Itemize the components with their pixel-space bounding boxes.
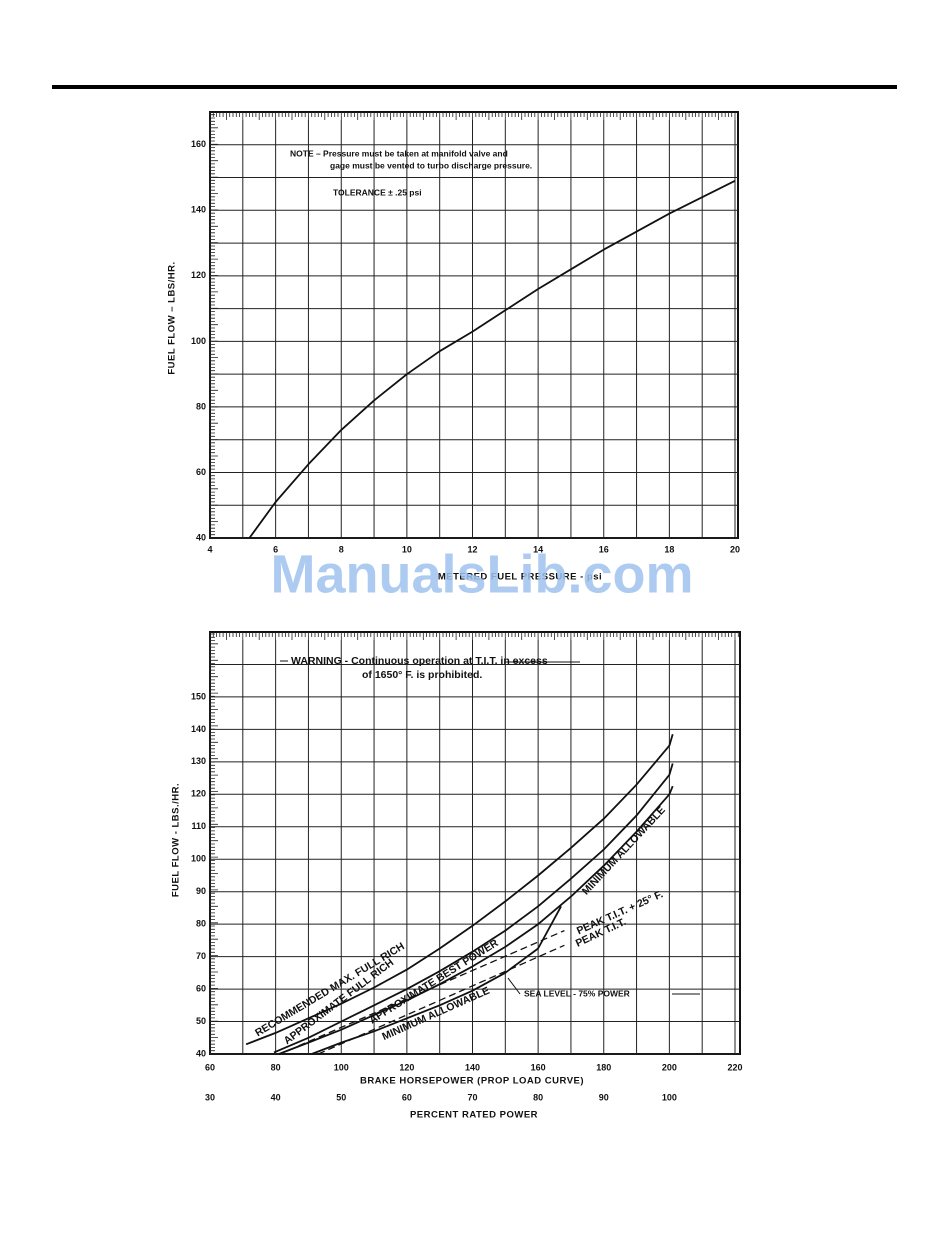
x-tick-label: 14 <box>533 544 543 554</box>
annotation: WARNING - Continuous operation at T.I.T.… <box>291 655 548 667</box>
x2-axis-label: PERCENT RATED POWER <box>410 1110 538 1121</box>
x2-tick-label: 60 <box>402 1092 412 1102</box>
x2-tick-label: 40 <box>271 1092 281 1102</box>
y-tick-label: 60 <box>196 983 206 993</box>
curve-label: RECOMMENDED MAX. FULL RICH <box>253 940 407 1039</box>
data-line <box>298 930 565 1047</box>
x-axis-label: METERED FUEL PRESSURE - psi <box>438 572 602 583</box>
annotation: NOTE – Pressure must be taken at manifol… <box>290 148 508 158</box>
y-tick-label: 140 <box>191 205 206 215</box>
x2-tick-label: 70 <box>467 1092 477 1102</box>
data-line <box>248 179 736 539</box>
annotation: TOLERANCE ± .25 psi <box>333 187 422 197</box>
x2-tick-label: 90 <box>599 1092 609 1102</box>
plot-frame <box>209 111 739 539</box>
annotation: gage must be vented to turbo discharge p… <box>330 160 532 170</box>
y-tick-label: 120 <box>191 789 206 799</box>
y-tick-label: 150 <box>191 691 206 701</box>
x-tick-label: 80 <box>271 1062 281 1072</box>
y-tick-label: 90 <box>196 886 206 896</box>
y-tick-label: 40 <box>196 1048 206 1058</box>
y-tick-label: 140 <box>191 724 206 734</box>
x-tick-label: 220 <box>727 1062 742 1072</box>
ruler-ticks <box>209 632 739 1055</box>
x-tick-label: 100 <box>334 1062 349 1072</box>
y-axis-label: FUEL FLOW - LBS./HR. <box>171 783 182 897</box>
x-tick-label: 8 <box>339 544 344 554</box>
curve-label: MINIMUM ALLOWABLE <box>580 804 668 897</box>
y-tick-label: 60 <box>196 467 206 477</box>
y-tick-label: 80 <box>196 401 206 411</box>
x-tick-label: 60 <box>205 1062 215 1072</box>
x-tick-label: 4 <box>207 544 212 554</box>
x-tick-label: 12 <box>467 544 477 554</box>
x2-tick-label: 100 <box>662 1092 677 1102</box>
x-tick-label: 160 <box>531 1062 546 1072</box>
y-tick-label: 50 <box>196 1016 206 1026</box>
x-tick-label: 180 <box>596 1062 611 1072</box>
x-tick-label: 18 <box>664 544 674 554</box>
x-tick-label: 120 <box>399 1062 414 1072</box>
x-tick-label: 140 <box>465 1062 480 1072</box>
x-tick-label: 20 <box>730 544 740 554</box>
y-tick-label: 130 <box>191 756 206 766</box>
y-tick-label: 110 <box>191 821 206 831</box>
data-line <box>273 763 674 1054</box>
y-tick-label: 70 <box>196 951 206 961</box>
annotation: SEA LEVEL - 75% POWER <box>524 988 630 998</box>
x-tick-label: 10 <box>402 544 412 554</box>
x-axis-label: BRAKE HORSEPOWER (PROP LOAD CURVE) <box>360 1076 584 1087</box>
y-axis-label: FUEL FLOW – LBS/HR. <box>167 261 178 374</box>
data-line <box>245 734 674 1046</box>
annotation: of 1650° F. is prohibited. <box>362 669 482 681</box>
watermark: ManualsLib.com <box>270 544 693 604</box>
leader <box>507 977 521 995</box>
x2-tick-label: 50 <box>336 1092 346 1102</box>
y-tick-label: 80 <box>196 919 206 929</box>
x-tick-label: 6 <box>273 544 278 554</box>
y-tick-label: 100 <box>191 854 206 864</box>
data-line <box>318 944 565 1055</box>
y-tick-label: 100 <box>191 336 206 346</box>
x-tick-label: 16 <box>599 544 609 554</box>
data-line <box>278 785 674 1055</box>
y-tick-label: 120 <box>191 270 206 280</box>
x-tick-label: 200 <box>662 1062 677 1072</box>
y-tick-label: 40 <box>196 532 206 542</box>
x2-tick-label: 30 <box>205 1092 215 1102</box>
y-tick-label: 160 <box>191 139 206 149</box>
x2-tick-label: 80 <box>533 1092 543 1102</box>
